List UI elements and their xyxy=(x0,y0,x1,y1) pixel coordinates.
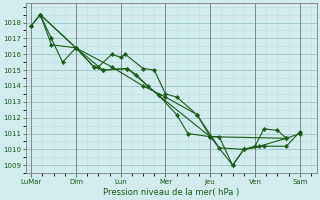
X-axis label: Pression niveau de la mer( hPa ): Pression niveau de la mer( hPa ) xyxy=(103,188,239,197)
